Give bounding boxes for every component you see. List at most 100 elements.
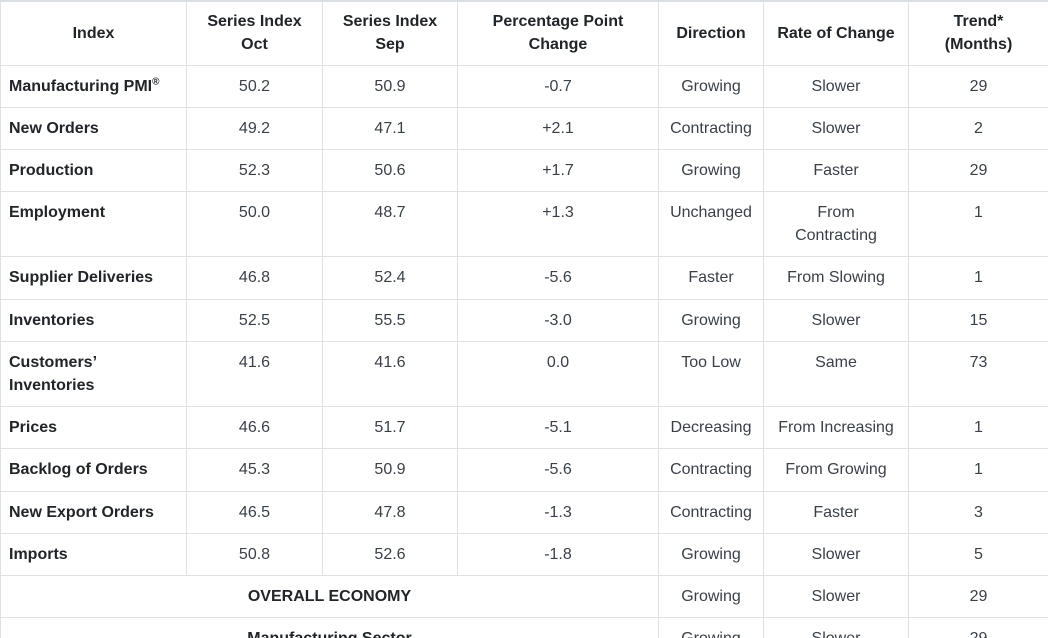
cell-direction: Growing	[658, 617, 764, 638]
row-prices: Prices 46.6 51.7 -5.1 Decreasing From In…	[0, 406, 1048, 450]
cell-trend: 73	[908, 340, 1048, 408]
cell-oct: 50.8	[186, 532, 323, 576]
cell-rate: Slower	[763, 64, 909, 108]
cell-direction: Faster	[658, 256, 764, 300]
cell-sep: 48.7	[322, 191, 458, 258]
cell-rate: Slower	[763, 617, 909, 638]
cell-direction: Growing	[658, 148, 764, 193]
cell-sep: 47.8	[322, 490, 458, 534]
cell-index-label: Prices	[0, 406, 187, 450]
cell-oct: 50.0	[186, 191, 323, 258]
row-inventories: Inventories 52.5 55.5 -3.0 Growing Slowe…	[0, 298, 1048, 342]
cell-index-label: Production	[0, 148, 187, 193]
col-header-trend-months: Trend* (Months)	[908, 0, 1048, 66]
cell-trend: 15	[908, 298, 1048, 342]
cell-sep: 52.4	[322, 256, 458, 300]
cell-sep: 52.6	[322, 532, 458, 576]
cell-trend: 1	[908, 448, 1048, 492]
cell-direction: Decreasing	[658, 406, 764, 450]
cell-direction: Too Low	[658, 340, 764, 408]
cell-trend: 29	[908, 617, 1048, 638]
cell-direction: Growing	[658, 574, 764, 619]
cell-rate: From Increasing	[763, 406, 909, 450]
cell-sep: 50.9	[322, 64, 458, 108]
cell-summary-label: Manufacturing Sector	[0, 617, 659, 638]
row-imports: Imports 50.8 52.6 -1.8 Growing Slower 5	[0, 532, 1048, 576]
table-header: Index Series Index Oct Series Index Sep …	[0, 0, 1048, 66]
cell-index-label: Customers’ Inventories	[0, 340, 187, 408]
cell-change: -5.6	[457, 448, 659, 492]
cell-trend: 29	[908, 148, 1048, 193]
cell-index-label: Imports	[0, 532, 187, 576]
cell-trend: 5	[908, 532, 1048, 576]
cell-change: -5.1	[457, 406, 659, 450]
cell-sep: 50.9	[322, 448, 458, 492]
row-production: Production 52.3 50.6 +1.7 Growing Faster…	[0, 148, 1048, 193]
cell-sep: 55.5	[322, 298, 458, 342]
row-overall-economy: OVERALL ECONOMY Growing Slower 29	[0, 574, 1048, 619]
cell-rate: From Growing	[763, 448, 909, 492]
cell-rate: From Slowing	[763, 256, 909, 300]
cell-oct: 41.6	[186, 340, 323, 408]
cell-change: +2.1	[457, 106, 659, 150]
registered-trademark-symbol: ®	[152, 76, 160, 88]
cell-rate: Slower	[763, 532, 909, 576]
col-header-index: Index	[0, 0, 187, 66]
cell-rate: From Contracting	[763, 191, 909, 258]
cell-sep: 51.7	[322, 406, 458, 450]
cell-rate: Slower	[763, 106, 909, 150]
cell-trend: 1	[908, 191, 1048, 258]
col-header-direction: Direction	[658, 0, 764, 66]
cell-rate: Faster	[763, 148, 909, 193]
cell-change: +1.3	[457, 191, 659, 258]
row-customers-inventories: Customers’ Inventories 41.6 41.6 0.0 Too…	[0, 340, 1048, 408]
cell-direction: Contracting	[658, 448, 764, 492]
row-supplier-deliveries: Supplier Deliveries 46.8 52.4 -5.6 Faste…	[0, 256, 1048, 300]
cell-index-label: Inventories	[0, 298, 187, 342]
col-header-series-index-oct: Series Index Oct	[186, 0, 323, 66]
cell-rate: Same	[763, 340, 909, 408]
cell-change: 0.0	[457, 340, 659, 408]
col-header-series-index-sep: Series Index Sep	[322, 0, 458, 66]
cell-change: -0.7	[457, 64, 659, 108]
cell-oct: 52.3	[186, 148, 323, 193]
cell-oct: 46.8	[186, 256, 323, 300]
cell-oct: 46.5	[186, 490, 323, 534]
cell-direction: Growing	[658, 298, 764, 342]
cell-trend: 2	[908, 106, 1048, 150]
cell-index-label: New Export Orders	[0, 490, 187, 534]
cell-oct: 50.2	[186, 64, 323, 108]
row-manufacturing-sector: Manufacturing Sector Growing Slower 29	[0, 617, 1048, 638]
cell-summary-label: OVERALL ECONOMY	[0, 574, 659, 619]
row-manufacturing-pmi: Manufacturing PMI® 50.2 50.9 -0.7 Growin…	[0, 64, 1048, 108]
row-new-orders: New Orders 49.2 47.1 +2.1 Contracting Sl…	[0, 106, 1048, 150]
row-employment: Employment 50.0 48.7 +1.3 Unchanged From…	[0, 191, 1048, 258]
table-body: Manufacturing PMI® 50.2 50.9 -0.7 Growin…	[0, 64, 1048, 638]
cell-trend: 1	[908, 256, 1048, 300]
cell-direction: Growing	[658, 532, 764, 576]
cell-oct: 45.3	[186, 448, 323, 492]
col-header-percentage-point-change: Percentage Point Change	[457, 0, 659, 66]
cell-trend: 29	[908, 574, 1048, 619]
cell-change: -1.3	[457, 490, 659, 534]
cell-direction: Contracting	[658, 106, 764, 150]
cell-sep: 41.6	[322, 340, 458, 408]
cell-oct: 52.5	[186, 298, 323, 342]
cell-index-label: Manufacturing PMI®	[0, 64, 187, 108]
cell-change: -5.6	[457, 256, 659, 300]
cell-rate: Slower	[763, 298, 909, 342]
cell-sep: 47.1	[322, 106, 458, 150]
cell-direction: Unchanged	[658, 191, 764, 258]
cell-change: -1.8	[457, 532, 659, 576]
cell-oct: 49.2	[186, 106, 323, 150]
row-backlog-of-orders: Backlog of Orders 45.3 50.9 -5.6 Contrac…	[0, 448, 1048, 492]
cell-rate: Faster	[763, 490, 909, 534]
cell-trend: 3	[908, 490, 1048, 534]
cell-trend: 29	[908, 64, 1048, 108]
cell-index-label: New Orders	[0, 106, 187, 150]
cell-trend: 1	[908, 406, 1048, 450]
header-row: Index Series Index Oct Series Index Sep …	[0, 0, 1048, 66]
cell-sep: 50.6	[322, 148, 458, 193]
